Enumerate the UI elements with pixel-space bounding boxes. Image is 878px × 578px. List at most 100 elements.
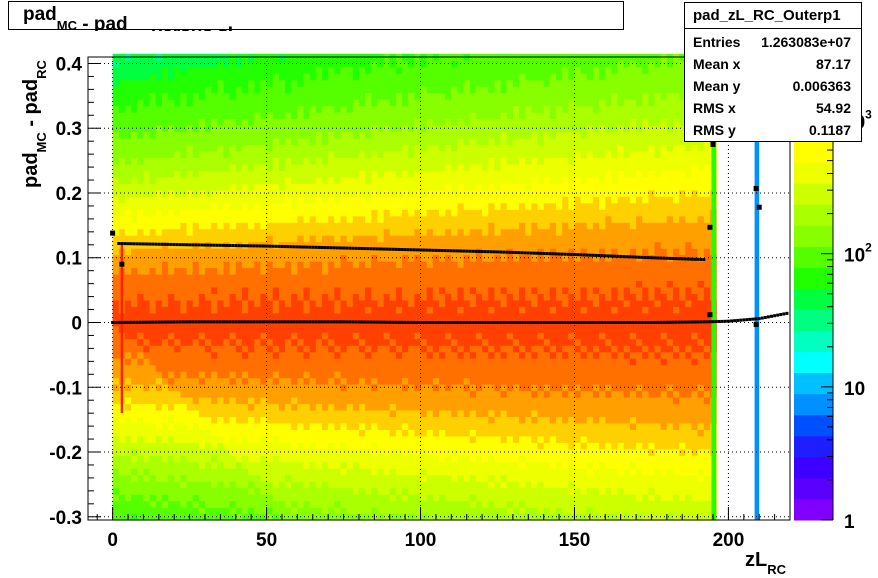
heatmap-cell — [297, 358, 305, 366]
heatmap-cell — [241, 468, 249, 476]
heatmap-cell — [291, 461, 298, 469]
heatmap-cell — [352, 157, 360, 165]
heatmap-cell — [186, 202, 194, 210]
heatmap-cell — [377, 183, 385, 191]
heatmap-cell — [112, 209, 120, 217]
heatmap-cell — [506, 293, 514, 301]
heatmap-cell — [112, 429, 120, 437]
heatmap-cell — [469, 390, 477, 398]
heatmap-cell — [346, 261, 354, 269]
heatmap-cell — [445, 280, 452, 288]
heatmap-cell — [439, 176, 446, 184]
heatmap-cell — [426, 455, 434, 463]
heatmap-cell — [371, 105, 379, 113]
heatmap-cell — [291, 429, 298, 437]
heatmap-cell — [217, 202, 225, 210]
heatmap-cell — [475, 338, 483, 346]
heatmap-cell — [248, 163, 255, 171]
heatmap-cell — [531, 73, 539, 81]
heatmap-cell — [531, 176, 539, 184]
heatmap-cell — [469, 494, 477, 502]
heatmap-cell — [186, 455, 194, 463]
heatmap-cell — [488, 371, 496, 379]
heatmap-cell — [217, 429, 225, 437]
heatmap-cell — [223, 397, 231, 405]
heatmap-cell — [328, 215, 335, 223]
heatmap-cell — [500, 390, 508, 398]
heatmap-cell — [112, 500, 120, 508]
heatmap-cell — [297, 500, 305, 508]
heatmap-cell — [272, 325, 280, 333]
heatmap-cell — [334, 299, 342, 307]
heatmap-cell — [414, 442, 422, 450]
heatmap-cell — [432, 105, 440, 113]
heatmap-cell — [260, 176, 268, 184]
heatmap-cell — [124, 235, 132, 243]
heatmap-cell — [358, 358, 366, 366]
heatmap-cell — [457, 293, 465, 301]
heatmap-cell — [432, 345, 440, 353]
heatmap-cell — [482, 422, 489, 430]
heatmap-cell — [500, 118, 508, 126]
heatmap-cell — [143, 416, 151, 424]
heatmap-cell — [358, 384, 366, 392]
heatmap-cell — [488, 397, 496, 405]
heatmap-cell — [426, 364, 434, 372]
heatmap-cell — [488, 105, 496, 113]
heatmap-cell — [457, 494, 465, 502]
heatmap-cell — [211, 409, 218, 417]
heatmap-cell — [254, 235, 262, 243]
heatmap-cell — [248, 157, 255, 165]
heatmap-cell — [155, 461, 163, 469]
heatmap-cell — [352, 325, 360, 333]
heatmap-cell — [488, 273, 496, 281]
heatmap-cell — [112, 345, 120, 353]
heatmap-cell — [439, 422, 446, 430]
heatmap-cell — [334, 293, 342, 301]
heatmap-cell — [439, 241, 446, 249]
heatmap-cell — [248, 299, 255, 307]
heatmap-cell — [420, 481, 428, 489]
heatmap-cell — [420, 384, 428, 392]
heatmap-cell — [297, 196, 305, 204]
heatmap-cell — [131, 248, 138, 256]
heatmap-cell — [432, 306, 440, 314]
heatmap-cell — [168, 105, 175, 113]
heatmap-cell — [365, 371, 372, 379]
heatmap-cell — [260, 261, 268, 269]
heatmap-cell — [291, 494, 298, 502]
heatmap-cell — [309, 487, 317, 495]
heatmap-cell — [143, 99, 151, 107]
heatmap-cell — [161, 131, 169, 139]
heatmap-cell — [241, 364, 249, 372]
heatmap-cell — [512, 338, 520, 346]
heatmap-cell — [383, 286, 391, 294]
heatmap-cell — [482, 86, 489, 94]
heatmap-cell — [500, 442, 508, 450]
heatmap-cell — [248, 73, 255, 81]
heatmap-cell — [371, 79, 379, 87]
heatmap-cell — [155, 332, 163, 340]
heatmap-cell — [506, 345, 514, 353]
heatmap-cell — [531, 202, 539, 210]
heatmap-cell — [174, 377, 181, 385]
heatmap-cell — [525, 312, 532, 320]
heatmap-cell — [254, 273, 262, 281]
heatmap-cell — [131, 377, 138, 385]
heatmap-cell — [235, 131, 243, 139]
heatmap-cell — [180, 163, 188, 171]
heatmap-cell — [174, 409, 181, 417]
heatmap-cell — [297, 73, 305, 81]
heatmap-cell — [143, 409, 151, 417]
heatmap-cell — [475, 332, 483, 340]
heatmap-cell — [395, 176, 403, 184]
heatmap-cell — [494, 338, 502, 346]
heatmap-cell — [340, 267, 348, 275]
heatmap-cell — [328, 397, 335, 405]
heatmap-cell — [137, 455, 145, 463]
heatmap-cell — [124, 338, 132, 346]
heatmap-cell — [174, 137, 181, 145]
heatmap-cell — [118, 513, 126, 521]
heatmap-cell — [192, 364, 200, 372]
heatmap-cell — [420, 92, 428, 100]
